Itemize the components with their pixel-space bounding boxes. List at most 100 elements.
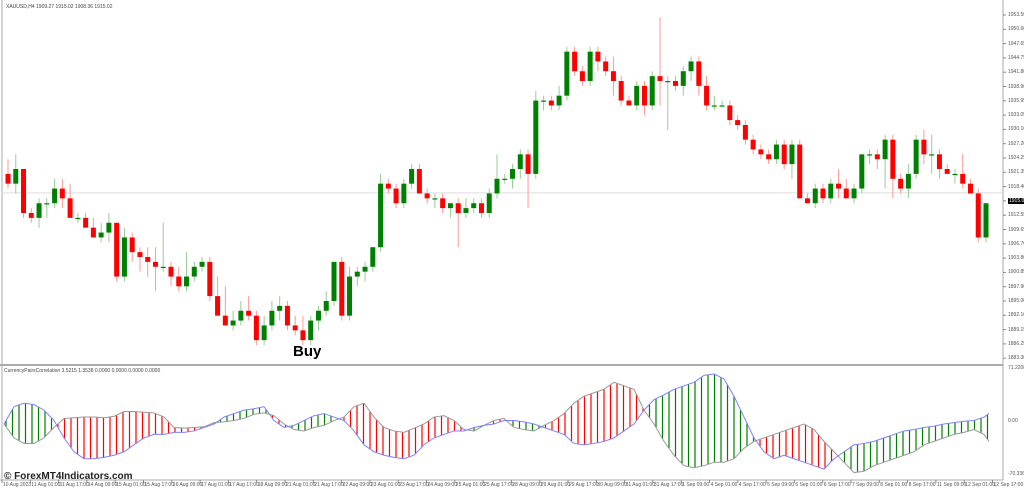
time-tick-label: 18 Aug 09:00 bbox=[257, 482, 288, 488]
candle bbox=[789, 139, 795, 179]
price-tick-label: 1918.40 bbox=[1008, 183, 1024, 190]
time-tick-label: 28 Aug 09:00 bbox=[512, 482, 542, 488]
candle bbox=[114, 222, 120, 282]
time-tick-label: 11 Aug 17:00 bbox=[59, 482, 89, 488]
candle bbox=[820, 183, 826, 204]
candle bbox=[929, 134, 935, 174]
candle bbox=[90, 217, 96, 238]
candle bbox=[983, 203, 989, 243]
time-tick-label: 14 Aug 09:00 bbox=[87, 482, 118, 488]
time-tick-label: 21 Aug 17:00 bbox=[314, 482, 344, 488]
buy-annotation: Buy bbox=[293, 343, 322, 360]
price-tick-label: 1900.85 bbox=[1008, 269, 1024, 276]
candle bbox=[533, 90, 539, 179]
time-tick-label: 12 Sep 17:00 bbox=[993, 482, 1024, 488]
candle bbox=[641, 81, 647, 116]
price-tick-label: 1935.95 bbox=[1008, 97, 1024, 104]
candle bbox=[323, 291, 329, 316]
time-tick-label: 6 Sep 01:00 bbox=[795, 482, 823, 488]
candle bbox=[416, 164, 422, 194]
candle bbox=[735, 115, 741, 130]
candle bbox=[680, 66, 686, 96]
candle bbox=[634, 81, 640, 111]
price-tick-label: 1953.50 bbox=[1008, 12, 1024, 18]
candle bbox=[510, 164, 516, 189]
indicator-info: CurrencyPairsCorrelation 3.5215 1.3538 0… bbox=[4, 368, 161, 374]
candle bbox=[921, 129, 927, 165]
time-tick-label: 1 Sep 09:00 bbox=[682, 482, 710, 488]
time-tick-label: 23 Aug 01:00 bbox=[370, 482, 401, 488]
candle bbox=[160, 222, 166, 272]
candle bbox=[246, 296, 252, 321]
candle bbox=[5, 159, 11, 189]
candle bbox=[230, 310, 236, 331]
candle bbox=[199, 257, 205, 272]
candle bbox=[121, 227, 127, 282]
price-tick-label: 1927.20 bbox=[1008, 140, 1024, 147]
price-tick-label: 1895.00 bbox=[1008, 298, 1024, 304]
price-tick-label: 1941.80 bbox=[1008, 69, 1024, 76]
candle bbox=[315, 305, 321, 331]
candle bbox=[378, 173, 384, 253]
candle bbox=[657, 17, 663, 106]
candle bbox=[28, 208, 34, 223]
candle bbox=[494, 154, 500, 199]
candle bbox=[572, 46, 578, 77]
price-tick-label: 1903.80 bbox=[1008, 255, 1024, 262]
candle bbox=[967, 178, 973, 194]
candle bbox=[952, 169, 958, 184]
candle bbox=[898, 173, 904, 194]
candle bbox=[463, 198, 469, 218]
candle bbox=[385, 178, 391, 194]
candle bbox=[215, 276, 221, 316]
candle bbox=[525, 149, 531, 209]
candle bbox=[665, 76, 671, 130]
candle bbox=[781, 139, 787, 169]
candle bbox=[191, 261, 197, 282]
candle bbox=[432, 193, 438, 209]
candle bbox=[843, 178, 849, 199]
candle bbox=[440, 193, 446, 213]
time-tick-label: 10 Aug 2023 bbox=[3, 482, 32, 488]
candle bbox=[836, 169, 842, 199]
price-tick-label: 1921.35 bbox=[1008, 169, 1024, 176]
candle bbox=[137, 247, 143, 272]
candle bbox=[152, 247, 158, 292]
time-tick-label: 29 Aug 01:00 bbox=[540, 482, 571, 488]
candle bbox=[828, 178, 834, 204]
price-tick-label: 1886.25 bbox=[1008, 340, 1024, 347]
time-tick-label: 12 Sep 01:00 bbox=[965, 482, 995, 488]
candle bbox=[696, 56, 702, 96]
time-tick-label: 31 Aug 01:00 bbox=[625, 482, 656, 488]
price-tick-label: 1892.10 bbox=[1008, 312, 1024, 319]
time-tick-label: 25 Aug 01:00 bbox=[455, 482, 486, 488]
candle bbox=[936, 149, 942, 179]
candle bbox=[52, 178, 58, 209]
time-tick-label: 16 Aug 09:00 bbox=[172, 482, 203, 488]
time-tick-label: 31 Aug 17:00 bbox=[653, 482, 684, 488]
axes bbox=[0, 0, 1006, 483]
time-tick-label: 8 Sep 17:00 bbox=[908, 482, 936, 488]
candle bbox=[269, 301, 275, 331]
candle bbox=[556, 85, 562, 111]
candle bbox=[517, 149, 523, 179]
candle bbox=[882, 134, 888, 189]
candle bbox=[222, 286, 228, 326]
candle bbox=[300, 315, 306, 345]
candle bbox=[145, 247, 151, 277]
candle bbox=[727, 100, 733, 125]
candle bbox=[758, 144, 764, 160]
candle bbox=[277, 296, 283, 321]
candle bbox=[253, 310, 259, 345]
candle bbox=[67, 183, 73, 218]
time-tick-label: 23 Aug 17:00 bbox=[399, 482, 429, 488]
candle bbox=[711, 95, 717, 111]
candle bbox=[688, 56, 694, 81]
candle bbox=[168, 261, 174, 287]
candle bbox=[913, 134, 919, 179]
candle bbox=[370, 247, 376, 272]
candle bbox=[36, 198, 42, 228]
candle bbox=[851, 183, 857, 204]
